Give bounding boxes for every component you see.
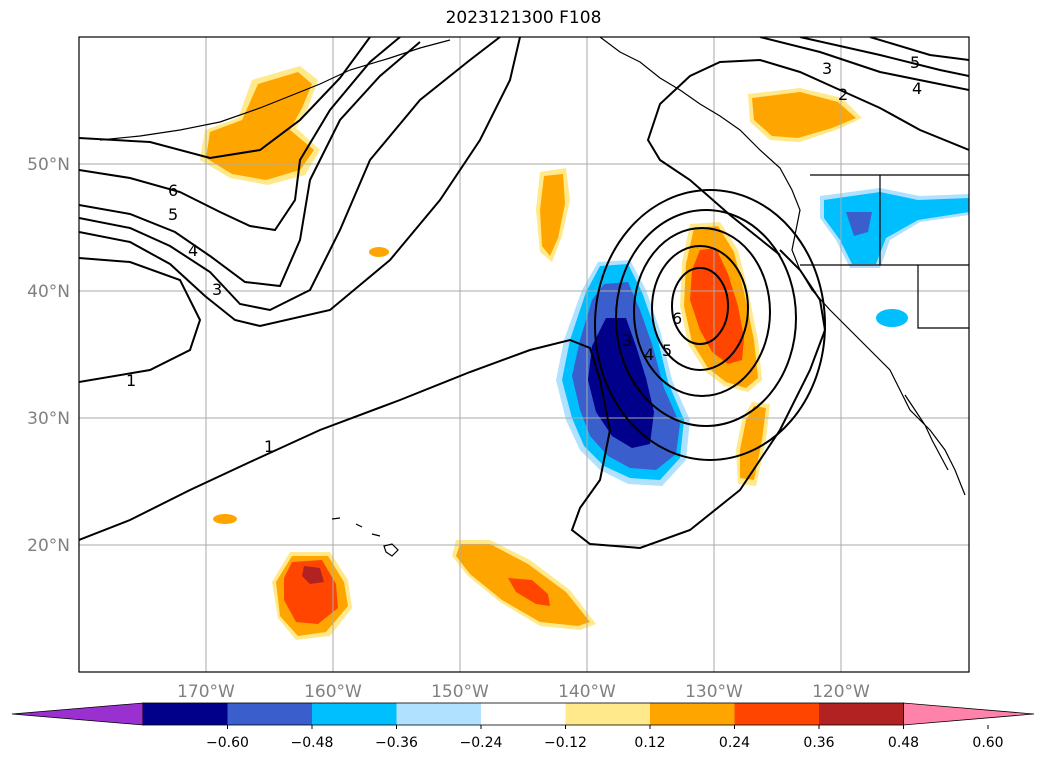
contour-label: 2 [838,85,848,104]
negative-anomaly-region [824,192,969,264]
colorbar-frame [142,702,904,726]
contour-label: 6 [672,309,682,328]
positive-anomaly-region [213,514,237,524]
colorbar-tick-label: −0.36 [375,735,418,751]
lat-tick: 20°N [27,536,70,556]
colorbar-tick-label: −0.48 [291,735,334,751]
colorbar-tick-label: −0.12 [544,735,587,751]
lon-tick: 140°W [558,682,616,702]
canada-coastline [599,37,966,496]
contour-label: 4 [644,345,654,364]
lon-tick: 160°W [304,682,362,702]
contour-lines [79,37,969,550]
colorbar-segment [143,703,228,725]
contour-label: 4 [188,241,198,260]
lon-tick: 150°W [431,682,489,702]
lon-tick: 120°W [812,682,870,702]
positive-anomaly-region [690,248,744,364]
coastlines [99,37,969,557]
positive-anomaly-region [540,174,565,256]
state-border [800,174,969,329]
lon-tick: 130°W [685,682,743,702]
contour-label: 3 [212,280,222,299]
colorbar-segment [312,703,397,725]
gridlines [79,37,969,672]
positive-anomaly-region [752,92,856,138]
colorbar-tick-label: 0.24 [719,735,750,751]
map-plot-area: 6 5 4 3 1 1 3 4 5 6 3 4 5 2 [79,37,969,672]
colorbar-extend-min [11,702,144,726]
colorbar-segment [481,703,566,725]
positive-anomaly-region [369,247,389,257]
colorbar-tick-label: 0.60 [972,735,1003,751]
negative-anomaly-region [588,318,654,448]
colorbar-segment [565,703,651,725]
hawaii-islands [331,517,399,557]
contour-label: 6 [168,181,178,200]
positive-anomaly-region [302,566,324,584]
colorbar-tick-label: 0.12 [634,735,665,751]
baja-coastline [904,394,949,471]
map-title: 2023121300 F108 [445,8,602,28]
negative-anomaly-region [846,212,872,236]
lat-tick: 30°N [27,409,70,429]
shaded-anomalies [200,66,969,640]
colorbar-extend-max [903,702,1035,726]
alaska-coastline [99,39,451,141]
contour-labels: 6 5 4 3 1 1 3 4 5 6 3 4 5 2 [126,53,922,456]
longitude-ticks: 170°W 160°W 150°W 140°W 130°W 120°W [177,682,870,702]
colorbar-segment [734,703,820,725]
colorbar-tick-label: −0.24 [460,735,503,751]
colorbar-segment [819,703,904,725]
colorbar-tick-label: −0.60 [206,735,249,751]
colorbar-segment [396,703,482,725]
colorbar-tick-label: 0.36 [803,735,834,751]
contour-label: 1 [126,371,136,390]
positive-anomaly-region [740,406,766,480]
contour-label: 5 [910,53,920,72]
lat-tick: 50°N [27,155,70,175]
map-frame [78,36,970,673]
colorbar-segment [227,703,313,725]
lat-tick: 40°N [27,282,70,302]
contour-label: 5 [168,205,178,224]
positive-anomaly-region [284,560,338,624]
colorbar: −0.60 −0.48 −0.36 −0.24 −0.12 0.12 0.24 0.36 0.4… [11,702,1035,751]
colorbar-tick-label: 0.48 [888,735,919,751]
positive-anomaly-region [508,578,550,606]
contour-label: 3 [622,331,632,350]
contour-label: 1 [264,437,274,456]
contour-label: 3 [822,59,832,78]
contour-label: 4 [912,79,922,98]
lon-tick: 170°W [177,682,235,702]
latitude-ticks: 50°N 40°N 30°N 20°N [27,155,70,556]
positive-anomaly-region [206,72,314,180]
contour-label: 5 [662,341,672,360]
negative-anomaly-region [876,309,908,327]
colorbar-segment [650,703,735,725]
